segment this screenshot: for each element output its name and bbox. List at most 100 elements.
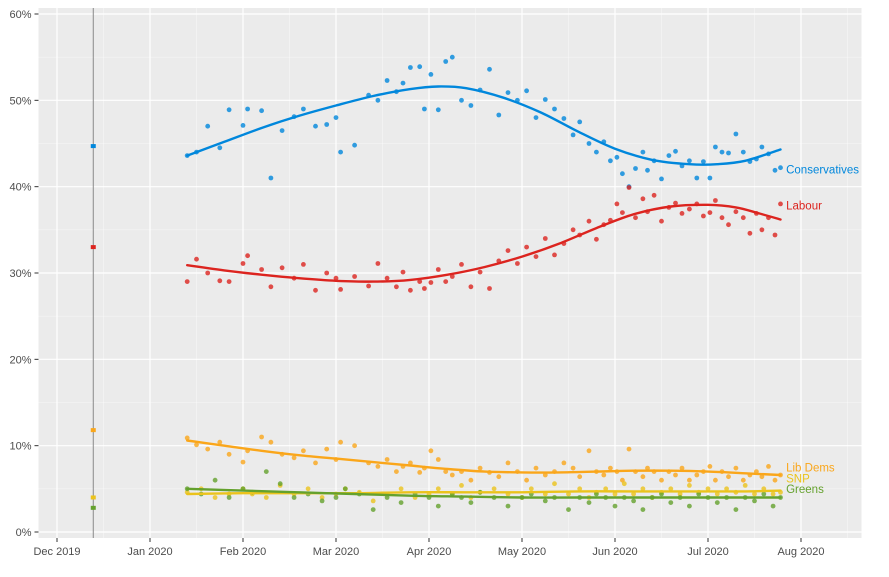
scatter-point-conservatives <box>614 154 620 160</box>
scatter-point-lib_dems <box>561 460 567 466</box>
scatter-point-greens <box>733 507 739 512</box>
scatter-point-conservatives <box>577 119 583 125</box>
scatter-point-lib_dems <box>524 477 529 483</box>
scatter-point-labour <box>487 286 492 291</box>
scatter-point-conservatives <box>586 141 592 146</box>
scatter-point-conservatives <box>719 149 725 155</box>
series-label-labour: Labour <box>786 201 822 213</box>
scatter-point-conservatives <box>352 142 357 148</box>
scatter-point-lib_dems <box>626 446 632 452</box>
scatter-point-lib_dems <box>673 472 678 478</box>
scatter-point-conservatives <box>659 176 664 182</box>
scatter-point-labour <box>701 213 706 219</box>
scatter-point-lib_dems <box>570 465 576 471</box>
scatter-point-labour <box>268 284 274 290</box>
scatter-point-lib_dems <box>496 474 502 480</box>
scatter-point-snp <box>714 491 720 497</box>
scatter-point-conservatives <box>673 148 678 154</box>
scatter-point-lib_dems <box>533 465 539 471</box>
scatter-point-snp <box>724 486 729 492</box>
scatter-point-conservatives <box>338 149 343 155</box>
scatter-point-conservatives <box>422 106 427 112</box>
scatter-point-lib_dems <box>352 443 357 449</box>
scatter-point-lib_dems <box>240 459 246 465</box>
scatter-point-labour <box>352 274 357 279</box>
scatter-point-lib_dems <box>338 439 343 445</box>
scatter-point-conservatives <box>620 171 625 177</box>
scatter-point-labour <box>422 286 427 291</box>
scatter-point-lib_dems <box>542 472 548 478</box>
scatter-point-conservatives <box>701 159 706 165</box>
scatter-point-snp <box>603 486 609 492</box>
scatter-point-labour <box>620 210 625 216</box>
scatter-point-labour <box>205 270 211 276</box>
scatter-point-lib_dems <box>640 474 646 480</box>
series-label-greens: Greens <box>786 484 824 496</box>
scatter-point-conservatives <box>487 66 492 72</box>
scatter-point-lib_dems <box>443 469 449 474</box>
scatter-point-lib_dems <box>679 465 685 471</box>
election-marker-conservatives <box>90 144 96 149</box>
scatter-point-conservatives <box>713 144 718 150</box>
scatter-point-conservatives <box>443 59 449 64</box>
scatter-point-lib_dems <box>505 460 511 466</box>
scatter-point-greens <box>640 507 646 512</box>
scatter-point-conservatives <box>268 175 274 181</box>
trend-line-labour <box>186 203 782 283</box>
scatter-point-lib_dems <box>217 439 223 445</box>
scatter-point-labour <box>459 262 464 267</box>
scatter-point-labour <box>194 256 199 262</box>
scatter-point-lib_dems <box>726 474 731 480</box>
scatter-point-labour <box>324 270 330 276</box>
scatter-point-conservatives <box>400 80 406 86</box>
scatter-point-labour <box>713 198 718 203</box>
scatter-point-conservatives <box>217 145 223 151</box>
scatter-point-snp <box>677 491 683 497</box>
scatter-point-snp <box>752 491 757 497</box>
y-axis-tick-label: 50% <box>9 95 31 107</box>
scatter-point-conservatives <box>552 106 557 112</box>
scatter-point-conservatives <box>324 122 330 127</box>
scatter-point-lib_dems <box>759 474 765 480</box>
scatter-point-lib_dems <box>707 464 713 469</box>
scatter-point-conservatives <box>726 150 731 156</box>
scatter-point-conservatives <box>640 149 646 155</box>
scatter-point-lib_dems <box>772 477 778 483</box>
scatter-point-greens <box>226 495 232 500</box>
scatter-point-snp <box>319 495 325 500</box>
scatter-point-labour <box>279 265 285 271</box>
scatter-point-snp <box>577 486 583 492</box>
scatter-point-labour <box>313 287 318 293</box>
scatter-point-conservatives <box>533 115 539 120</box>
scatter-point-conservatives <box>313 123 318 129</box>
scatter-point-labour <box>428 280 434 285</box>
scatter-point-greens <box>384 495 390 500</box>
scatter-point-labour <box>533 254 539 259</box>
scatter-point-greens <box>752 498 757 504</box>
scatter-point-conservatives <box>505 90 511 95</box>
scatter-point-conservatives <box>375 97 381 103</box>
scatter-point-greens <box>696 491 702 497</box>
scatter-point-labour <box>259 267 264 272</box>
scatter-point-lib_dems <box>384 457 390 462</box>
scatter-point-lib_dems <box>608 465 613 471</box>
election-marker-greens <box>90 505 96 510</box>
scatter-point-lib_dems <box>740 477 746 483</box>
scatter-point-labour <box>443 279 449 284</box>
scatter-point-labour <box>226 279 232 284</box>
scatter-point-greens <box>594 491 599 497</box>
scatter-point-conservatives <box>666 153 672 159</box>
scatter-point-greens <box>505 503 511 509</box>
scatter-point-labour <box>301 262 306 267</box>
scatter-point-snp <box>212 495 218 500</box>
x-axis-tick-label: May 2020 <box>498 546 546 558</box>
scatter-point-conservatives <box>687 158 692 164</box>
scatter-point-lib_dems <box>268 439 274 445</box>
scatter-point-conservatives <box>594 149 599 155</box>
y-axis-tick-label: 0% <box>16 527 32 539</box>
y-axis-tick-label: 40% <box>9 182 31 194</box>
scatter-point-lib_dems <box>435 457 441 462</box>
scatter-point-conservatives <box>733 131 739 137</box>
scatter-point-labour <box>726 222 731 228</box>
